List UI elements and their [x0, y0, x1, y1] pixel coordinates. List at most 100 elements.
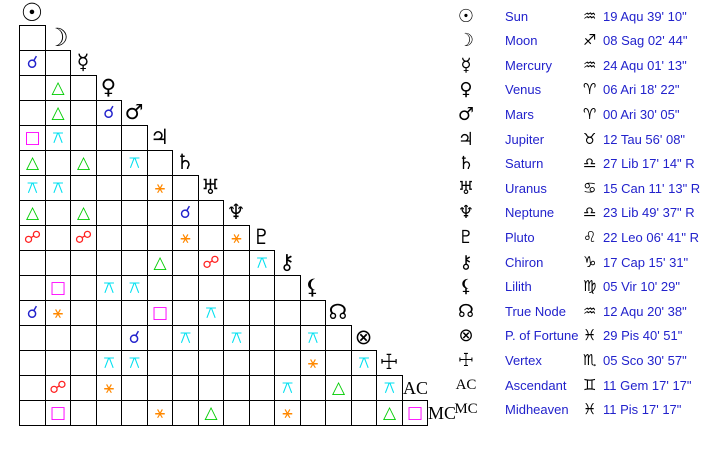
planet-position: 00 Ari 30' 05"	[603, 107, 680, 122]
cell-ascendant-x-chiron: ⚻	[274, 375, 301, 401]
legend-row-fortune: ⊗ P. of Fortune ♓ 29 Pis 40' 51"	[440, 323, 705, 348]
cell-ascendant-x-mars	[121, 375, 148, 401]
mercury-icon: ☿	[460, 54, 472, 76]
cell-ascendant-x-venus: ⚹	[96, 375, 122, 401]
legend-row-chiron: ⚷ Chiron ♑ 17 Cap 15' 31"	[440, 250, 705, 275]
cell-neptune-x-uranus	[198, 200, 224, 226]
aspect-quincunx-icon: ⚻	[128, 152, 141, 173]
cell-pluto-x-uranus	[198, 225, 224, 251]
cell-true-node-x-neptune	[223, 300, 250, 326]
cell-ascendant-x-sun	[19, 375, 46, 401]
cell-neptune-x-moon	[45, 200, 71, 226]
zodiac-sign-icon: ♑	[583, 253, 597, 271]
legend-row-midheaven: MC Midheaven ♓ 11 Pis 17' 17"	[440, 397, 705, 422]
planet-name: Mercury	[505, 58, 552, 73]
cell-lilith-x-moon: □	[45, 275, 71, 301]
planet-name: Sun	[505, 9, 529, 24]
legend-row-true-node: ☊ True Node ♒ 12 Aqu 20' 38"	[440, 299, 705, 324]
aspect-quincunx-icon: ⚻	[52, 177, 64, 198]
cell-mars-x-mercury	[70, 100, 97, 126]
cell-ascendant-x-mercury	[70, 375, 97, 401]
zodiac-sign-icon: ♋	[583, 179, 597, 197]
cell-ascendant-x-fortune	[351, 375, 377, 401]
cell-midheaven-x-pluto	[249, 400, 275, 426]
cell-venus-x-mercury	[70, 75, 97, 101]
grid-point-uranus-icon: ♅	[201, 175, 220, 199]
grid-point-lilith-icon: ⚸	[304, 275, 321, 299]
positions-legend: ☉ Sun ♒ 19 Aqu 39' 10" ☽ Moon ♐ 08 Sag 02' 44" ☿…	[440, 0, 705, 450]
cell-neptune-x-venus	[96, 200, 122, 226]
lilith-icon: ⚸	[459, 275, 473, 297]
cell-venus-x-moon: △	[45, 75, 71, 101]
cell-midheaven-x-moon: □	[45, 400, 71, 426]
planet-name: P. of Fortune	[505, 328, 579, 343]
cell-vertex-x-venus: ⚻	[96, 350, 122, 376]
cell-fortune-x-saturn: ⚻	[172, 325, 199, 351]
aspect-quincunx-icon: ⚻	[103, 277, 115, 298]
aspect-quincunx-icon: ⚻	[358, 352, 370, 373]
aspect-square-icon: □	[49, 402, 67, 423]
legend-row-venus: ♀ Venus ♈ 06 Ari 18' 22"	[440, 77, 705, 102]
cell-ascendant-x-neptune	[223, 375, 250, 401]
sun-icon: ☉	[457, 5, 475, 27]
aspect-opposition-icon: ☍	[74, 227, 93, 248]
cell-saturn-x-mercury: △	[70, 150, 97, 176]
aspect-sextile-icon: ⚹	[154, 177, 166, 198]
grid-point-venus-icon: ♀	[100, 75, 117, 99]
aspect-sextile-icon: ⚹	[103, 377, 115, 398]
legend-row-ascendant: AC Ascendant ♊ 11 Gem 17' 17"	[440, 373, 705, 398]
aspect-square-icon: □	[151, 302, 169, 323]
zodiac-sign-icon: ♈	[583, 105, 597, 123]
grid-point-ascendant-label: AC	[403, 377, 429, 398]
aspect-trine-icon: △	[153, 252, 167, 273]
cell-vertex-x-true-node	[325, 350, 352, 376]
planet-position: 12 Aqu 20' 38"	[603, 304, 687, 319]
cell-saturn-x-mars: ⚻	[121, 150, 148, 176]
legend-row-sun: ☉ Sun ♒ 19 Aqu 39' 10"	[440, 4, 705, 29]
cell-midheaven-x-vertex: △	[376, 400, 403, 426]
cell-neptune-x-jupiter	[147, 200, 173, 226]
cell-true-node-x-moon: ⚹	[45, 300, 71, 326]
planet-position: 08 Sag 02' 44"	[603, 33, 688, 48]
cell-pluto-x-sun: ☍	[19, 225, 46, 251]
zodiac-sign-icon: ♒	[583, 7, 597, 25]
cell-uranus-x-venus	[96, 175, 122, 201]
aspect-square-icon: □	[24, 127, 41, 148]
grid-point-mercury-icon: ☿	[76, 50, 90, 74]
cell-vertex-x-mars: ⚻	[121, 350, 148, 376]
neptune-icon: ♆	[457, 201, 475, 223]
cell-pluto-x-venus	[96, 225, 122, 251]
aspect-trine-icon: △	[25, 152, 40, 173]
planet-position: 29 Pis 40' 51"	[603, 328, 683, 343]
cell-lilith-x-pluto	[249, 275, 275, 301]
cell-vertex-x-moon	[45, 350, 71, 376]
midheaven-icon: MC	[454, 401, 478, 417]
aspect-square-icon: □	[49, 277, 67, 298]
cell-ascendant-x-vertex: ⚻	[376, 375, 403, 401]
cell-true-node-x-lilith	[300, 300, 326, 326]
cell-saturn-x-moon	[45, 150, 71, 176]
planet-name: True Node	[505, 304, 566, 319]
aspect-quincunx-icon: ⚻	[179, 327, 192, 348]
cell-midheaven-x-true-node	[325, 400, 352, 426]
aspectarian-grid: ☉ ☽ ☌ ☿ △ ♀ △ ☌ ♂ □ ⚻ ♃ △ △ ⚻ ♄ ⚻ ⚻ ⚹ ♅ △ △ ☌ ♆ ☍ ☍ ⚹ ⚹ ♇ △ ☍ ⚻ ⚷ □ ⚻ ⚻ ⚸ ☌ ⚹ □…	[19, 0, 456, 426]
zodiac-sign-icon: ♎	[583, 203, 597, 221]
cell-fortune-x-lilith: ⚻	[300, 325, 326, 351]
aspect-sextile-icon: ⚹	[231, 227, 242, 248]
cell-venus-x-sun	[19, 75, 46, 101]
legend-row-pluto: ♇ Pluto ♌ 22 Leo 06' 41" R	[440, 225, 705, 250]
aspect-quincunx-icon: ⚻	[383, 377, 396, 398]
planet-position: 06 Ari 18' 22"	[603, 82, 680, 97]
aspect-sextile-icon: ⚹	[180, 227, 191, 248]
aspect-quincunx-icon: ⚻	[230, 327, 243, 348]
cell-chiron-x-venus	[96, 250, 122, 276]
zodiac-sign-icon: ♌	[583, 228, 597, 246]
cell-jupiter-x-sun: □	[19, 125, 46, 151]
cell-mars-x-moon: △	[45, 100, 71, 126]
legend-row-jupiter: ♃ Jupiter ♉ 12 Tau 56' 08"	[440, 127, 705, 152]
cell-ascendant-x-saturn	[172, 375, 199, 401]
cell-midheaven-x-lilith	[300, 400, 326, 426]
cell-pluto-x-saturn: ⚹	[172, 225, 199, 251]
cell-ascendant-x-lilith	[300, 375, 326, 401]
cell-midheaven-x-uranus: △	[198, 400, 224, 426]
